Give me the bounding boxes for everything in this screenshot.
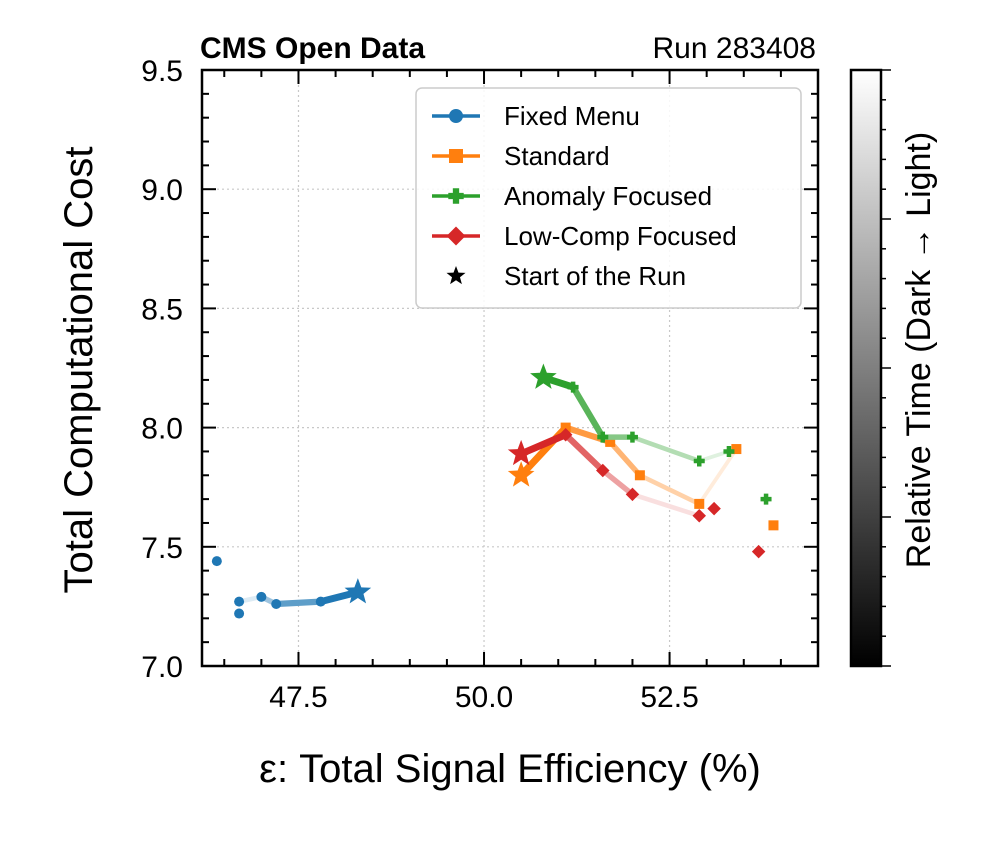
series-line-segment [630, 492, 702, 519]
legend-box [415, 87, 802, 309]
y-tick-label: 9.0 [141, 174, 183, 207]
start-marker [344, 578, 372, 604]
data-point [256, 591, 267, 602]
series-line-segment [600, 467, 636, 498]
data-point [693, 455, 705, 467]
y-tick-label: 9.5 [141, 55, 183, 88]
x-tick-label: 47.5 [269, 681, 327, 714]
legend-marker [449, 149, 463, 163]
start-marker [530, 363, 557, 389]
legend: Fixed Menu Standard Anomaly Focused Low-Com… [415, 87, 802, 309]
series-layer [211, 363, 779, 619]
series-fixed-menu [211, 556, 372, 619]
data-point [707, 501, 721, 516]
legend-entry: Standard [432, 141, 610, 171]
legend-marker [446, 226, 466, 246]
legend-label: Fixed Menu [504, 101, 640, 131]
tick-labels: 47.5 50.0 52.5 7.0 7.5 8.0 8.5 9.0 9.5 [141, 55, 698, 714]
series-line-segment [637, 472, 702, 507]
data-point [768, 520, 779, 531]
legend-entry: Start of the Run [446, 261, 686, 291]
data-point [315, 596, 326, 607]
data-point [625, 487, 640, 502]
legend-entry: Fixed Menu [432, 101, 640, 131]
grid [202, 69, 818, 667]
data-point [567, 381, 579, 393]
series-low-comp-focused [507, 428, 766, 559]
data-point [605, 436, 616, 447]
x-tick-label: 52.5 [640, 681, 698, 714]
series-line-segment [562, 431, 606, 474]
y-tick-label: 7.5 [141, 532, 183, 565]
plot-frame [200, 68, 820, 668]
legend-marker [446, 266, 466, 285]
data-point [211, 556, 222, 567]
series-line-segment [569, 383, 606, 441]
series-line-segment [630, 434, 702, 464]
series-standard [507, 422, 779, 531]
ticks [202, 69, 891, 667]
start-marker [507, 461, 535, 487]
series-anomaly-focused [530, 363, 772, 505]
data-point [596, 463, 610, 478]
legend-label: Low-Comp Focused [504, 221, 737, 251]
legend-entry: Low-Comp Focused [432, 221, 737, 251]
data-point [271, 599, 282, 610]
x-tick-label: 50.0 [455, 681, 513, 714]
legend-marker [449, 109, 463, 123]
legend-marker [448, 188, 464, 204]
legend-label: Standard [504, 141, 610, 171]
data-point [731, 444, 742, 455]
legend-label: Anomaly Focused [504, 181, 712, 211]
data-point [558, 428, 573, 442]
legend-entry: Anomaly Focused [432, 181, 712, 211]
start-marker [507, 439, 535, 466]
header-left: CMS Open Data [200, 32, 425, 65]
data-point [234, 608, 245, 619]
colorbar [849, 68, 883, 668]
series-line-segment [607, 439, 643, 478]
legend-label: Start of the Run [504, 261, 686, 291]
data-point [234, 596, 245, 607]
data-point [751, 544, 766, 559]
data-point [723, 445, 735, 457]
x-axis-title: ε: Total Signal Efficiency (%) [259, 747, 761, 791]
header-right: Run 283408 [653, 32, 816, 65]
series-line-segment [317, 588, 362, 606]
colorbar-label: Relative Time (Dark → Light) [900, 132, 938, 568]
series-line-segment [273, 598, 324, 608]
data-point [692, 509, 707, 523]
y-tick-label: 7.0 [141, 651, 183, 684]
y-tick-label: 8.5 [141, 293, 183, 326]
data-point [634, 470, 645, 481]
data-point [560, 422, 571, 433]
data-point [694, 498, 705, 509]
data-point [626, 431, 638, 443]
y-axis-title: Total Computational Cost [57, 147, 101, 594]
data-point [760, 493, 772, 505]
data-point [597, 431, 609, 443]
series-line-segment [697, 447, 739, 506]
y-tick-label: 8.0 [141, 413, 183, 446]
